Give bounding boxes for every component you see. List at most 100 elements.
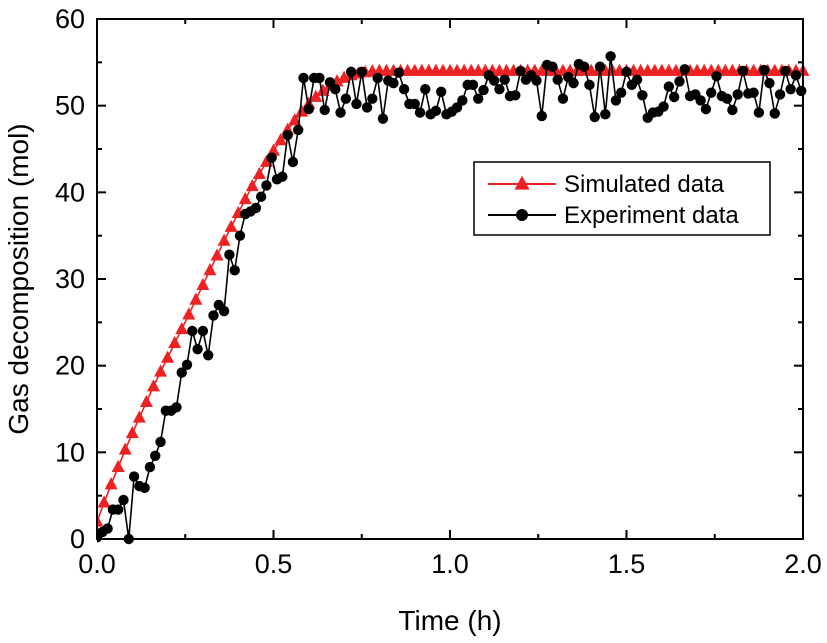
simulated-data-point [118, 442, 132, 455]
experiment-data-point [192, 344, 203, 355]
experiment-data-point [181, 359, 193, 370]
y-axis-title: Gas decomposition (mol) [3, 123, 34, 434]
legend-label-experiment: Experiment data [564, 202, 739, 229]
experiment-data-point [467, 79, 479, 91]
experiment-data-point [409, 98, 420, 110]
simulated-data-point [267, 143, 280, 156]
experiment-data-point [150, 450, 161, 461]
experiment-data-point [303, 103, 314, 115]
experiment-data-point [282, 129, 293, 141]
experiment-data-point [557, 93, 569, 104]
experiment-data-point [790, 70, 802, 81]
experiment-data-point [780, 65, 791, 77]
experiment-data-point [351, 98, 362, 110]
simulated-data-point [97, 514, 104, 527]
experiment-data-point [578, 61, 590, 72]
x-tick-label: 1.0 [431, 549, 469, 579]
experiment-data-point [330, 84, 341, 95]
x-tick-label: 0.5 [255, 549, 293, 579]
experiment-data-point [435, 86, 447, 98]
experiment-data-point [764, 77, 775, 89]
legend-marker-experiment [516, 209, 528, 221]
x-tick-label: 1.5 [608, 549, 646, 579]
experiment-data-point [287, 156, 299, 168]
simulated-data-point [238, 192, 252, 205]
y-tick-label: 10 [55, 437, 85, 467]
experiment-data-point [610, 95, 622, 106]
experiment-data-point [314, 72, 325, 84]
experiment-data-point [218, 305, 230, 317]
y-tick-label: 40 [55, 177, 85, 207]
experiment-data-point [473, 93, 484, 104]
experiment-data-point [679, 64, 690, 75]
simulated-data-point [125, 426, 139, 439]
experiment-data-point [769, 108, 780, 119]
y-tick-label: 0 [70, 524, 85, 554]
experiment-data-point [700, 103, 712, 115]
experiment-data-point [102, 523, 113, 534]
ticks-layer: 0.0 0.5 1.0 1.5 2.0 0 10 20 30 40 50 60 [55, 4, 822, 579]
experiment-data-point [515, 65, 526, 77]
simulated-data-point [154, 364, 168, 377]
simulated-data-point [196, 277, 210, 290]
experiment-data-point [255, 191, 267, 202]
x-tick-label: 0.0 [78, 549, 116, 579]
experiment-data-point [224, 249, 235, 260]
experiment-data-point [796, 85, 807, 97]
experiment-data-point [605, 51, 616, 62]
series-line-1 [97, 56, 802, 540]
experiment-data-point [398, 84, 410, 95]
experiment-data-point [758, 64, 770, 76]
simulated-data-point [316, 83, 330, 96]
experiment-data-point [261, 180, 272, 191]
experiment-data-point [695, 95, 706, 106]
experiment-data-point [367, 93, 378, 104]
experiment-data-point [229, 265, 240, 276]
experiment-data-point [594, 61, 606, 72]
experiment-data-point [568, 77, 579, 89]
experiment-data-point [208, 310, 219, 321]
simulated-data-point [203, 263, 217, 276]
experiment-data-point [118, 494, 129, 506]
simulated-data-point [168, 335, 182, 349]
simulated-data-point [224, 219, 238, 232]
experiment-data-point [420, 84, 431, 95]
simulated-data-point [295, 104, 309, 117]
simulated-data-point [132, 410, 146, 423]
simulated-data-point [217, 233, 231, 246]
experiment-data-point [298, 72, 309, 84]
legend-box [473, 161, 771, 236]
experiment-data-point [234, 230, 246, 241]
experiment-data-point [616, 87, 627, 98]
experiment-data-point [266, 152, 277, 163]
legend-marker-simulated [514, 175, 530, 190]
experiment-data-point [748, 87, 759, 98]
experiment-data-point [727, 104, 738, 116]
experiment-data-point [393, 67, 405, 78]
experiment-data-point [187, 325, 198, 337]
experiment-data-point [340, 93, 352, 104]
experiment-data-point [547, 61, 558, 72]
experiment-data-point [531, 75, 542, 86]
simulated-data-point [288, 113, 302, 126]
experiment-data-point [414, 107, 426, 118]
y-tick-label: 60 [55, 4, 85, 34]
simulated-data-point [252, 166, 266, 180]
x-tick-label: 2.0 [784, 549, 822, 579]
experiment-data-point [711, 71, 722, 82]
experiment-data-point [536, 110, 547, 122]
experiment-data-point [144, 461, 156, 473]
experiment-data-point [457, 95, 468, 106]
legend: Simulated data Experiment data [473, 161, 771, 236]
experiment-data-point [197, 325, 209, 337]
legend-entry-simulated: Simulated data [488, 171, 725, 198]
experiment-data-point [202, 350, 214, 361]
experiment-data-point [356, 66, 367, 78]
experiment-data-point [621, 66, 632, 78]
simulated-data-point [274, 133, 288, 146]
experiment-data-point [706, 87, 717, 98]
legend-entry-experiment: Experiment data [488, 202, 739, 229]
simulated-data-point [210, 248, 224, 261]
simulated-data-point [139, 394, 153, 407]
